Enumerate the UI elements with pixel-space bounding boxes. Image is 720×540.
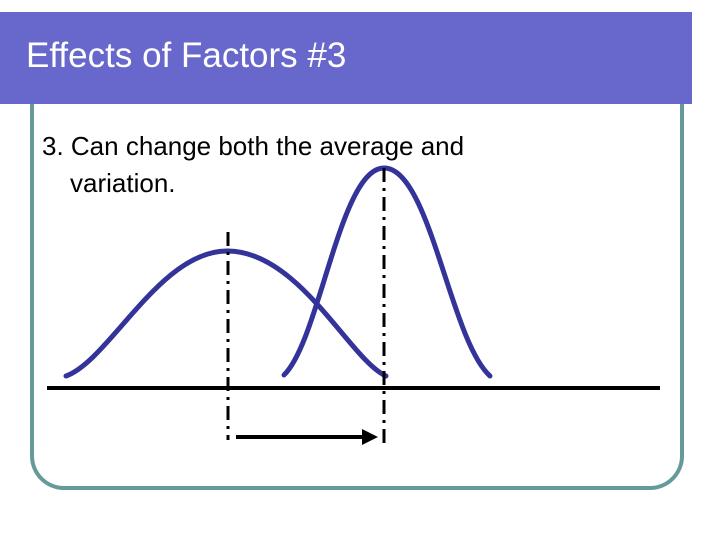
title-bar [0,12,692,108]
page-title: Effects of Factors #3 [26,36,347,75]
bullet-point: 3. Can change both the average and varia… [42,128,602,202]
bullet-line-2: variation. [70,168,176,198]
narrow-distribution-curve [281,165,493,379]
bullet-line-1: 3. Can change both the average and [42,131,465,161]
shift-arrow-head [362,429,378,445]
wide-distribution-curve [63,248,389,379]
content-frame [30,104,684,490]
title-underline [0,105,636,108]
